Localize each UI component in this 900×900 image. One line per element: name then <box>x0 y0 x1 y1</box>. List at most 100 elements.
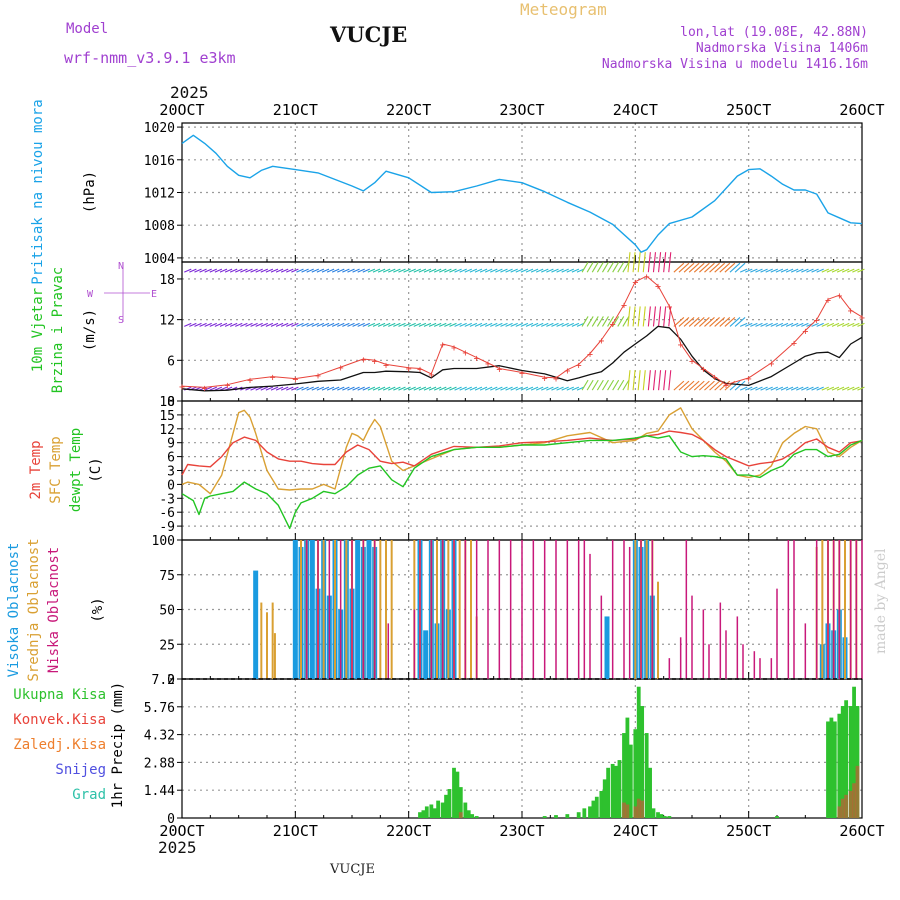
wind-arrow <box>556 268 564 273</box>
wind-arrow <box>423 322 432 327</box>
cloud-bar <box>322 540 325 679</box>
wind-arrow <box>484 268 493 273</box>
wind-arrow <box>637 370 641 391</box>
wind-arrow <box>337 268 345 273</box>
wind-arrow <box>683 380 695 391</box>
wind-arrow <box>556 386 564 391</box>
cloud-bar <box>430 540 433 679</box>
wind-arrow <box>449 386 457 391</box>
chart-title: Meteogram <box>520 0 607 19</box>
wind-arrow <box>291 386 299 391</box>
wind-arrow <box>280 322 289 327</box>
model-label: Model <box>66 21 109 37</box>
wind-arrow <box>245 268 253 273</box>
wind-arrow <box>673 317 685 327</box>
cloud-bar <box>861 540 863 679</box>
wind-arrow <box>601 316 609 327</box>
wind-arrow <box>495 322 503 327</box>
wind-arrow <box>857 322 865 327</box>
cloud-bar <box>334 540 336 679</box>
x-tick-label-top: 24OCT <box>613 101 658 119</box>
wind-gust-marker: + <box>700 364 706 375</box>
wind-arrow <box>484 322 493 327</box>
wind-gust-marker: + <box>292 375 298 386</box>
wind-arrow <box>719 262 731 273</box>
x-tick-label-top: 23OCT <box>499 101 544 119</box>
wind-arrow <box>724 317 736 327</box>
wind-arrow <box>398 386 406 391</box>
cloud-bar <box>419 540 421 679</box>
dewpt-line <box>181 435 863 530</box>
wind-arrow <box>688 262 700 273</box>
cloud-bar <box>532 540 535 679</box>
cloud-bar <box>521 540 523 679</box>
wind-arrow <box>612 316 620 327</box>
wind-gust-marker: + <box>428 370 434 381</box>
precip-bar <box>602 779 607 818</box>
wind-arrow <box>857 268 865 273</box>
wind-arrow <box>367 386 376 391</box>
wind-arrow <box>449 322 457 327</box>
wind-arrow <box>454 322 462 327</box>
wind-arrow <box>342 322 350 327</box>
wind-arrow <box>209 268 217 273</box>
cloud-bar <box>253 570 259 679</box>
wind-arrow <box>530 322 539 327</box>
precip-bar <box>848 706 853 818</box>
precip-bar <box>829 717 834 818</box>
cloud-bar <box>640 540 642 679</box>
wind-arrow <box>745 322 753 327</box>
wind-gust-marker: + <box>666 302 672 313</box>
wind-arrow <box>275 386 284 391</box>
model-name: wrf-nmm_v3.9.1 e3km <box>64 49 236 67</box>
x-tick-label-bottom: 20OCT <box>159 822 204 840</box>
cloud-bar <box>668 658 671 679</box>
precip-legend-item: Snijeg <box>55 762 106 778</box>
wind-arrow <box>439 386 447 391</box>
wind-arrow <box>229 268 238 273</box>
y-tick-label: 25 <box>159 638 175 653</box>
wind-gust-marker: + <box>644 272 650 283</box>
wind-arrow <box>500 386 508 391</box>
wind-arrow <box>510 268 518 273</box>
wind-arrow <box>652 370 657 391</box>
wind-arrow <box>714 262 726 273</box>
x-tick-label-bottom: 26OCT <box>839 822 884 840</box>
conv-precip-bar <box>458 812 463 818</box>
wind-gust-marker: + <box>655 282 661 293</box>
wind-arrow <box>286 322 294 327</box>
wind-arrow <box>316 322 325 327</box>
wind-arrow <box>388 268 396 273</box>
wind-arrow <box>668 252 672 273</box>
wind-arrow <box>184 268 192 273</box>
wind-gust-marker: + <box>621 301 627 312</box>
wind-arrow <box>796 268 804 273</box>
y-tick-label: 1008 <box>144 219 175 234</box>
wind-arrow <box>311 386 319 391</box>
cloud-bar <box>273 633 276 679</box>
wind-arrow <box>479 386 488 391</box>
wind-ylabel-2: Brzina i Pravac <box>50 267 66 393</box>
wind-arrow <box>515 386 523 391</box>
wind-arrow <box>841 386 850 391</box>
wind-arrow <box>734 380 746 391</box>
wind-arrow <box>780 268 789 273</box>
wind-arrow <box>265 268 274 273</box>
wind-arrow <box>841 268 850 273</box>
cloud-bar <box>300 540 302 679</box>
wind-gust-marker: + <box>417 364 423 375</box>
cloud-bar <box>260 602 263 679</box>
cloud-bar <box>487 540 489 679</box>
wind-arrow <box>321 268 330 273</box>
wind-arrow <box>347 386 355 391</box>
cloud-bar <box>464 540 467 679</box>
year-bottom: 2025 <box>158 838 197 857</box>
wind-arrow <box>647 370 651 391</box>
wind-arrow <box>566 268 574 273</box>
wind-arrow <box>816 322 824 327</box>
wind-arrow <box>495 268 503 273</box>
wind-arrow <box>836 386 845 391</box>
cloud-ylabel-1: Visoka Oblacnost <box>6 543 22 678</box>
wind-arrow <box>382 322 391 327</box>
